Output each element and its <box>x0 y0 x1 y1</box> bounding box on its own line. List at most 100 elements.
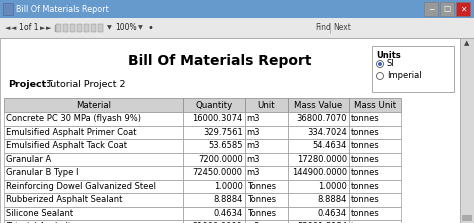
Bar <box>245 180 288 193</box>
Text: tonnes: tonnes <box>351 141 380 150</box>
Text: 329.7561: 329.7561 <box>203 128 243 137</box>
Bar <box>245 98 288 112</box>
Bar <box>349 220 401 223</box>
Bar <box>183 139 245 153</box>
Bar <box>183 193 245 206</box>
Bar <box>456 2 470 16</box>
Text: m3: m3 <box>246 114 260 123</box>
Bar <box>424 2 438 16</box>
Text: Tutorial Project 2: Tutorial Project 2 <box>46 80 126 89</box>
Text: ◄: ◄ <box>5 25 10 31</box>
Bar <box>245 139 288 153</box>
Text: ►: ► <box>40 25 46 31</box>
Text: ▼: ▼ <box>465 215 470 221</box>
Text: ◄: ◄ <box>11 25 17 31</box>
Bar <box>245 166 288 180</box>
Bar <box>91 24 96 32</box>
Bar <box>77 24 82 32</box>
Bar <box>4 180 183 193</box>
Bar <box>183 126 245 139</box>
Text: 53.6585: 53.6585 <box>208 141 243 150</box>
Bar <box>349 166 401 180</box>
Text: ─: ─ <box>428 4 433 14</box>
Text: tonnes: tonnes <box>351 155 380 164</box>
Text: of 1: of 1 <box>24 23 38 33</box>
Bar <box>349 126 401 139</box>
Bar <box>4 220 183 223</box>
Text: 1: 1 <box>18 23 23 33</box>
Text: 0.4634: 0.4634 <box>318 209 347 218</box>
Bar <box>372 46 454 92</box>
Text: Mass Value: Mass Value <box>294 101 343 109</box>
Bar <box>245 206 288 220</box>
Text: m3: m3 <box>246 222 260 223</box>
Bar <box>63 24 68 32</box>
Circle shape <box>378 62 382 66</box>
Text: Unit: Unit <box>257 101 275 109</box>
Text: m3: m3 <box>246 168 260 177</box>
Text: Tonnes: Tonnes <box>246 182 276 191</box>
Text: Tonnes: Tonnes <box>246 195 276 204</box>
Text: m3: m3 <box>246 128 260 137</box>
Text: Units: Units <box>376 51 401 60</box>
Bar <box>0 38 460 223</box>
Text: Granular B Type I: Granular B Type I <box>6 168 79 177</box>
Bar <box>349 180 401 193</box>
Text: ►: ► <box>46 25 51 31</box>
Text: 17280.0000: 17280.0000 <box>297 155 347 164</box>
Text: 53991.3154: 53991.3154 <box>297 222 347 223</box>
Text: tonnes: tonnes <box>351 168 380 177</box>
Text: 72450.0000: 72450.0000 <box>192 168 243 177</box>
Text: Imperial: Imperial <box>387 72 422 81</box>
Text: Rubberized Asphalt Sealant: Rubberized Asphalt Sealant <box>6 195 122 204</box>
Bar <box>0 0 474 18</box>
Bar <box>349 98 401 112</box>
Text: 1.0000: 1.0000 <box>318 182 347 191</box>
Bar <box>349 139 401 153</box>
Text: Reinforcing Dowel Galvanized Steel: Reinforcing Dowel Galvanized Steel <box>6 182 156 191</box>
Text: ▼: ▼ <box>107 25 112 31</box>
Circle shape <box>376 72 383 80</box>
Bar <box>4 98 183 112</box>
Text: tonnes: tonnes <box>351 128 380 137</box>
Bar <box>245 193 288 206</box>
Bar <box>3 3 13 15</box>
Text: Material: Material <box>76 101 111 109</box>
Bar <box>4 193 183 206</box>
Bar <box>183 206 245 220</box>
Text: 8.8884: 8.8884 <box>318 195 347 204</box>
Bar <box>70 24 75 32</box>
Bar <box>183 112 245 126</box>
Bar <box>288 180 349 193</box>
Bar <box>288 166 349 180</box>
Bar <box>245 220 288 223</box>
Text: Project:: Project: <box>8 80 50 89</box>
Bar <box>4 166 183 180</box>
Bar <box>0 18 474 38</box>
Text: 100%: 100% <box>115 23 137 33</box>
Text: m3: m3 <box>246 155 260 164</box>
Text: 1.0000: 1.0000 <box>214 182 243 191</box>
Circle shape <box>376 60 383 68</box>
Bar <box>349 206 401 220</box>
Text: 7200.0000: 7200.0000 <box>198 155 243 164</box>
Text: tonnes: tonnes <box>351 114 380 123</box>
Text: 36800.7070: 36800.7070 <box>297 114 347 123</box>
Text: Find: Find <box>315 23 331 33</box>
Text: □: □ <box>443 4 451 14</box>
Text: 334.7024: 334.7024 <box>307 128 347 137</box>
Bar <box>288 193 349 206</box>
Text: Bill Of Materials Report: Bill Of Materials Report <box>16 4 109 14</box>
Bar <box>288 153 349 166</box>
Text: Mass Unit: Mass Unit <box>354 101 396 109</box>
Text: Quantity: Quantity <box>195 101 233 109</box>
Text: 54.4634: 54.4634 <box>313 141 347 150</box>
Text: •: • <box>148 23 154 33</box>
Text: 144900.0000: 144900.0000 <box>292 168 347 177</box>
Bar <box>84 24 89 32</box>
Bar <box>183 153 245 166</box>
Bar <box>4 206 183 220</box>
Bar <box>4 139 183 153</box>
Text: 0.4634: 0.4634 <box>213 209 243 218</box>
Text: ✕: ✕ <box>460 4 466 14</box>
